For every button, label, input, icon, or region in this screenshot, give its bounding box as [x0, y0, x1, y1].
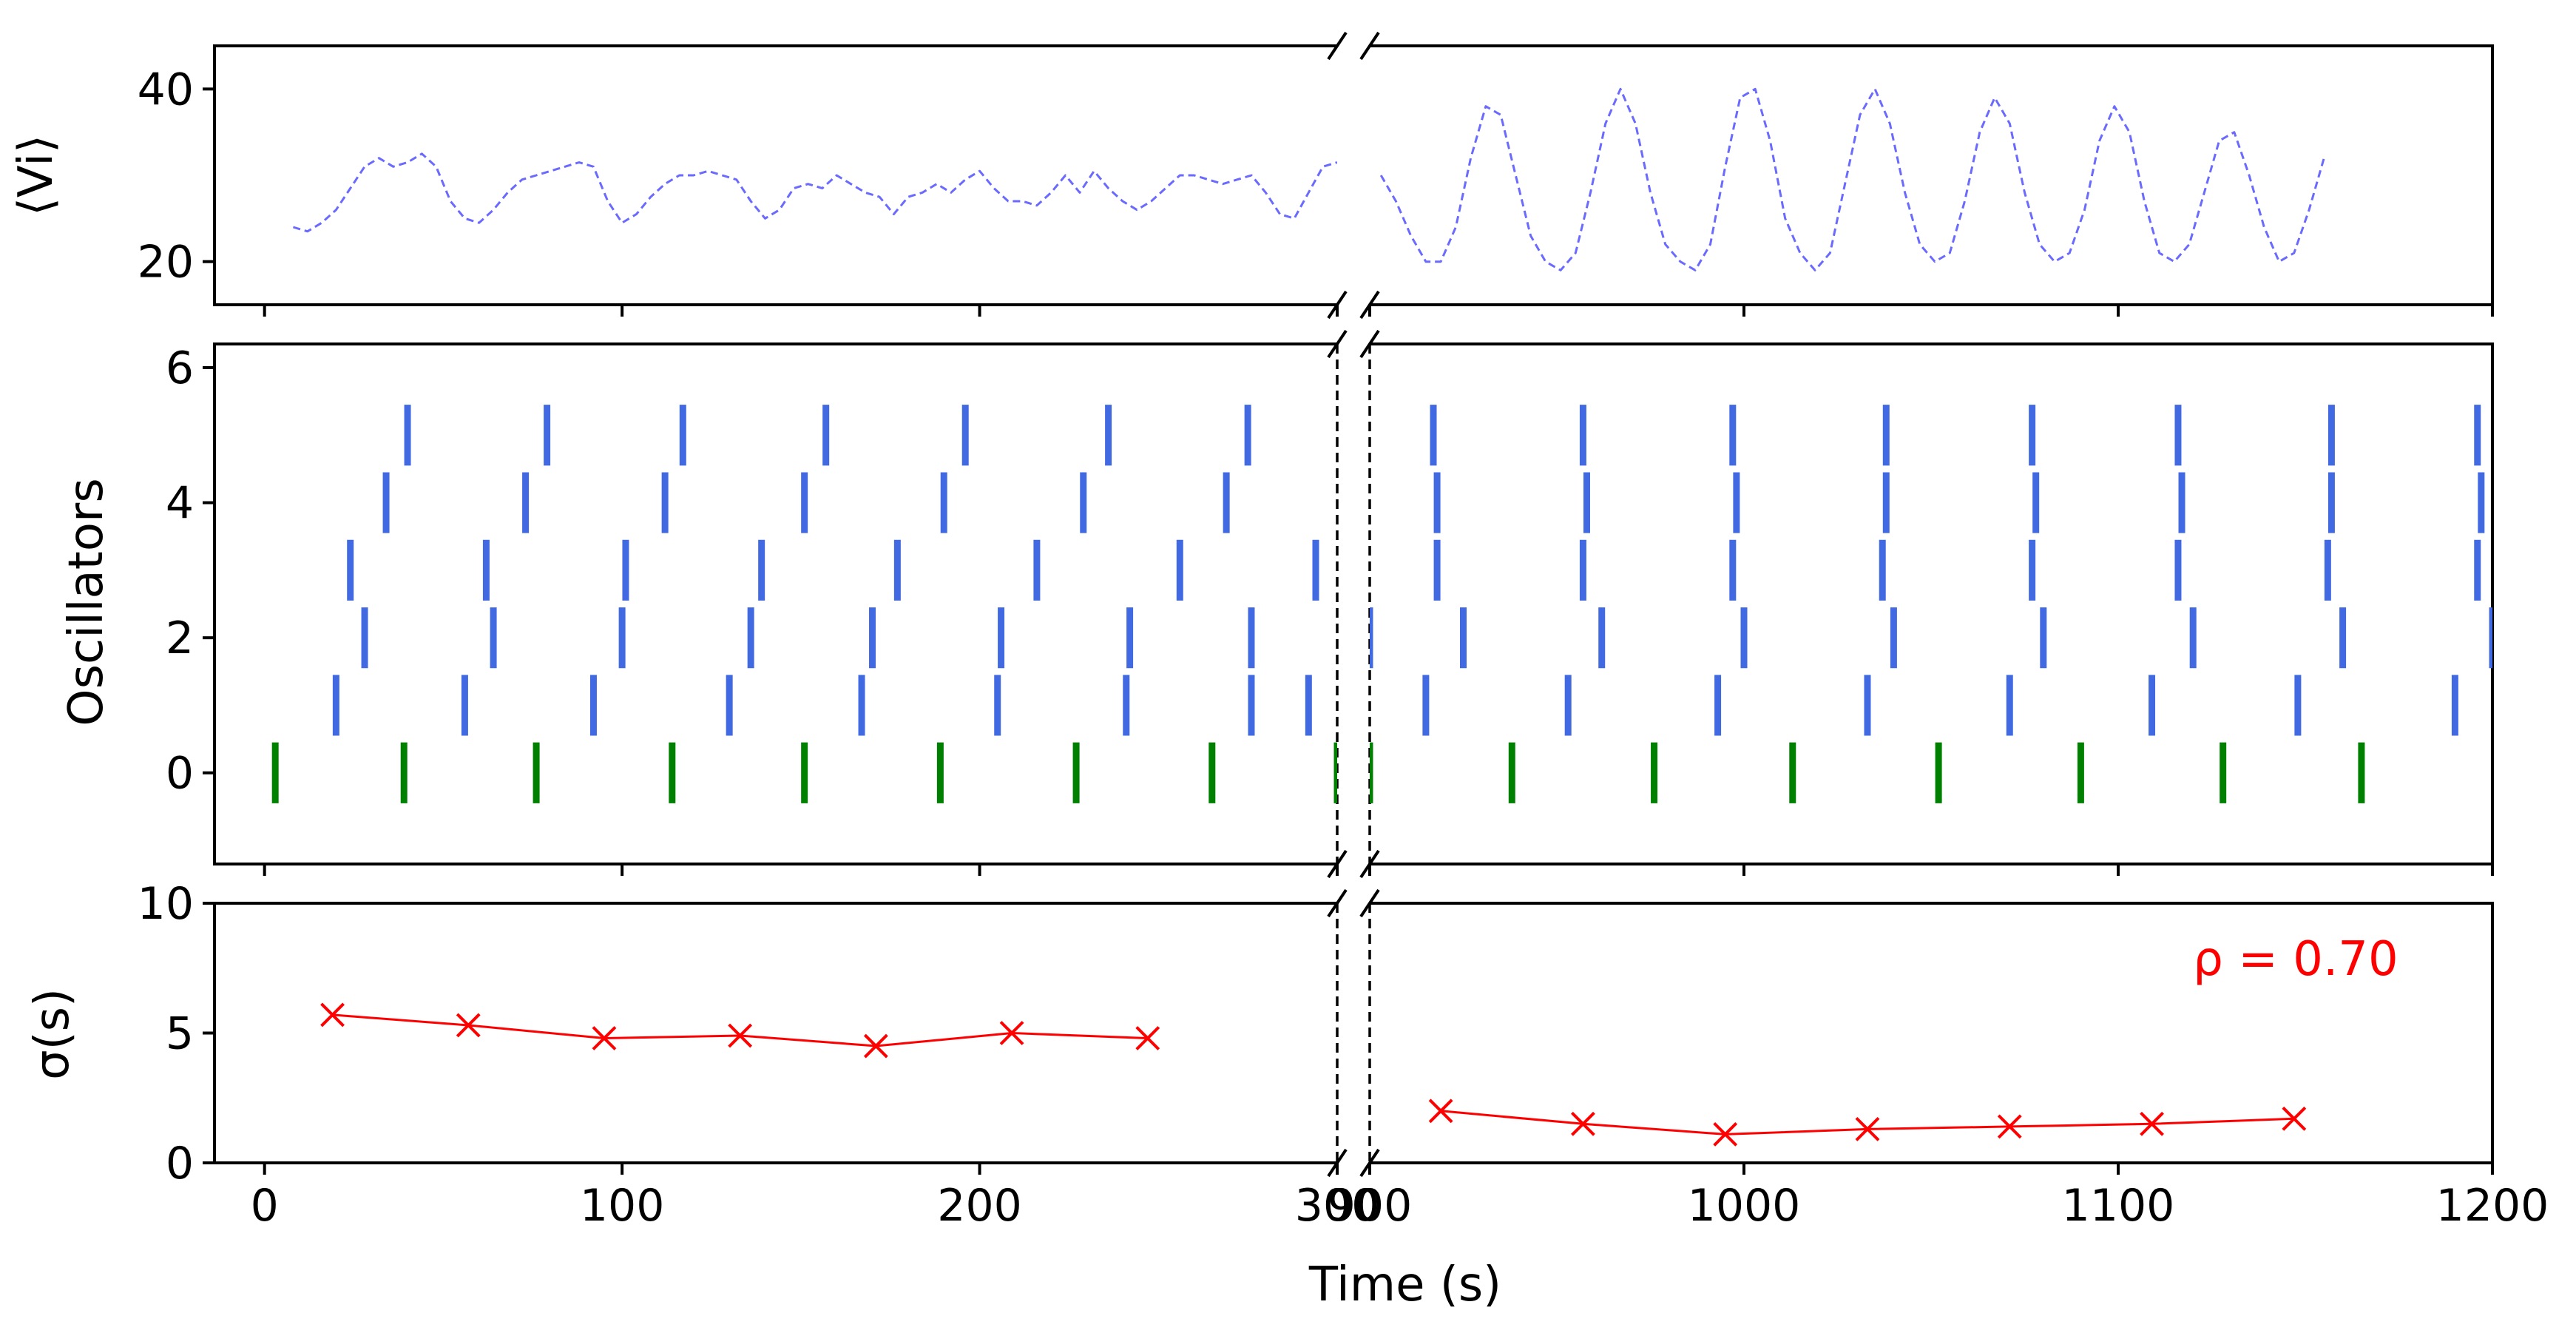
- sigma-point-marker: [2282, 1106, 2307, 1131]
- sigma-point-marker: [1571, 1111, 1595, 1136]
- x-axis-label: Time (s): [1308, 1258, 1501, 1312]
- y-tick-label: 4: [166, 478, 194, 530]
- axis-frame-right: [1370, 902, 2494, 1164]
- sigma-point-marker: [863, 1033, 888, 1059]
- y-tick-label: 6: [166, 342, 194, 394]
- sigma-y-label: σ(s): [25, 988, 80, 1080]
- sigma-line: [332, 1013, 1148, 1047]
- y-tick-label: 0: [166, 748, 194, 800]
- sigma-point-marker: [320, 1002, 345, 1027]
- y-tick-label: 5: [166, 1008, 194, 1060]
- y-tick-label: 0: [166, 1138, 194, 1189]
- sigma-point-marker: [592, 1026, 617, 1050]
- y-tick-label: 40: [138, 64, 194, 115]
- x-tick-label: 100: [580, 1180, 665, 1232]
- x-tick-label: 300: [1295, 1180, 1380, 1232]
- y-tick-label: 20: [138, 237, 194, 288]
- sigma-point-marker: [999, 1021, 1024, 1045]
- sigma-point-marker: [728, 1023, 753, 1048]
- mean-voltage-line: [1379, 87, 2325, 271]
- y-tick-label: 10: [138, 878, 194, 930]
- axis-frame-right: [1370, 342, 2494, 865]
- sigma-point-marker: [2140, 1111, 2164, 1136]
- sigma-point-marker: [1135, 1026, 1160, 1050]
- axis-break-mark: [1327, 31, 1348, 61]
- axis-break-mark: [1359, 31, 1380, 61]
- x-tick-label: 1100: [2062, 1180, 2175, 1232]
- y-tick-label: 2: [166, 612, 194, 664]
- sigma-point-marker: [1428, 1099, 1453, 1124]
- axis-frame-left: [213, 342, 1337, 865]
- raster-y-label: Oscillators: [59, 478, 114, 726]
- mean-voltage-line: [292, 152, 1337, 233]
- axis-frame-left: [213, 902, 1337, 1164]
- axis-frame-left: [213, 44, 1337, 306]
- x-tick-label: 1200: [2436, 1180, 2549, 1232]
- sigma-point-marker: [1997, 1114, 2022, 1139]
- sigma-point-marker: [1855, 1116, 1880, 1141]
- mean-activity-y-label: ⟨Vi⟩: [9, 135, 64, 216]
- axis-frame-right: [1370, 44, 2494, 306]
- x-tick-label: 200: [937, 1180, 1022, 1232]
- sigma-point-marker: [1713, 1121, 1738, 1147]
- x-tick-label: 900: [1328, 1180, 1413, 1232]
- x-tick-label: 0: [251, 1180, 279, 1232]
- x-tick-label: 1000: [1688, 1180, 1801, 1232]
- raster-panel: 0 2 4 6: [166, 329, 2494, 879]
- sigma-point-marker: [456, 1013, 481, 1038]
- rho-annotation: ρ = 0.70: [2193, 932, 2398, 987]
